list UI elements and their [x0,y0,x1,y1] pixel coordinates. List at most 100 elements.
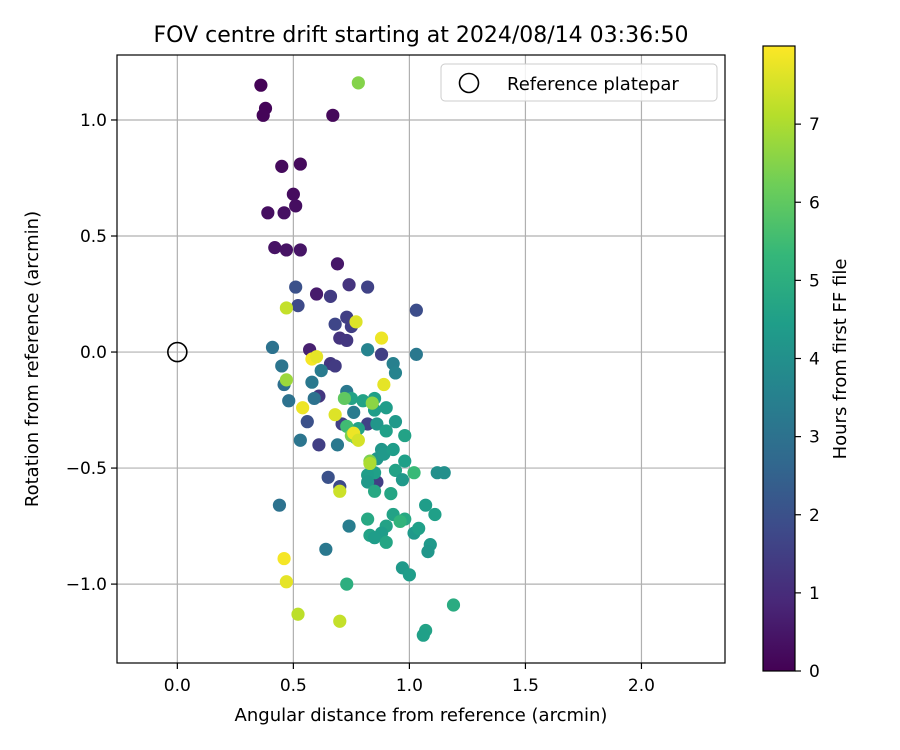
data-point [277,551,291,566]
data-point [370,417,384,431]
data-point [296,401,310,415]
data-point [374,347,389,361]
data-point [277,206,291,220]
data-point [293,243,307,257]
data-point [279,301,294,315]
data-point [361,475,375,489]
data-point [421,545,435,559]
data-point [256,108,270,122]
colorbar-tick-label: 4 [809,350,820,370]
y-tick-label: 0.5 [80,227,107,247]
data-point [312,438,326,452]
data-point [268,241,282,255]
data-point [330,257,345,271]
colorbar-tick-label: 5 [809,271,820,291]
data-point [291,607,305,621]
data-point [386,442,400,457]
data-point [446,598,461,612]
data-point [428,507,442,522]
data-point [309,350,324,364]
data-point [279,373,294,387]
reference-platepar-marker [167,341,188,363]
x-tick-label: 0.5 [280,676,307,696]
x-tick-label: 2.0 [628,676,655,696]
data-point [388,463,403,477]
data-point [412,521,426,536]
data-point [365,396,379,410]
legend: Reference platepar [440,63,718,102]
grid-lines [117,55,725,663]
data-point [351,76,365,90]
plot-area: 0.0 0.5 1.0 1.5 2.0 −1.0 −0.5 0.0 0.5 1.0 [66,54,726,696]
data-point [305,375,319,389]
colorbar-tick-label: 1 [809,584,820,604]
data-point [361,512,375,526]
data-point [265,340,280,354]
data-point [328,359,342,373]
data-point [416,628,430,642]
data-point [342,519,356,533]
y-axis-ticks: −1.0 −0.5 0.0 0.5 1.0 [66,111,117,595]
chart-title: FOV centre drift starting at 2024/08/14 … [154,23,689,48]
data-point [319,542,333,556]
data-point [314,364,328,378]
data-point [342,278,356,292]
colorbar: 0 1 2 3 4 5 6 7 Hours from first FF file [762,45,851,682]
colorbar-label: Hours from first FF file [830,259,851,460]
colorbar-ticks: 0 1 2 3 4 5 6 7 [795,115,820,682]
data-point [286,187,300,201]
data-point [398,454,412,468]
data-point [361,280,375,294]
data-point [279,575,294,589]
data-point [279,243,294,257]
colorbar-tick-label: 6 [809,193,820,213]
x-axis-ticks: 0.0 0.5 1.0 1.5 2.0 [164,663,655,696]
legend-box [440,63,718,102]
data-point [333,614,347,628]
data-point [261,206,275,220]
data-point [340,333,354,348]
data-point [293,157,307,171]
y-tick-label: 1.0 [80,111,107,131]
data-point [419,498,433,512]
data-point [328,408,342,422]
data-point [351,433,365,447]
data-point [326,108,340,122]
y-tick-label: −1.0 [66,575,107,595]
data-point [367,484,382,498]
colorbar-tick-label: 0 [809,662,820,682]
data-point [402,568,416,582]
data-point [374,331,389,345]
data-point [395,473,410,487]
data-point [379,401,393,415]
data-point [291,299,305,313]
y-axis-label: Rotation from reference (arcmin) [22,211,43,507]
x-tick-label: 0.0 [164,676,191,696]
plot-frame [116,54,726,664]
data-point [340,577,354,591]
x-tick-label: 1.5 [512,676,539,696]
data-point [293,433,307,447]
data-point [361,343,375,357]
legend-marker-icon [458,72,480,94]
data-point [272,498,287,512]
data-point [363,456,377,471]
data-point [282,394,296,408]
x-axis-label: Angular distance from reference (arcmin) [235,705,608,726]
data-point [289,199,303,213]
data-point [307,391,321,406]
data-points [254,76,461,642]
colorbar-tick-label: 7 [809,115,820,135]
colorbar-gradient [763,46,795,671]
data-point [379,535,393,549]
data-point [377,377,391,392]
data-point [289,280,303,294]
data-point [409,347,423,361]
data-point [393,514,407,529]
data-point [328,317,342,331]
colorbar-tick-label: 3 [809,428,820,448]
data-point [323,289,338,303]
data-point [347,405,361,419]
data-point [300,415,314,429]
